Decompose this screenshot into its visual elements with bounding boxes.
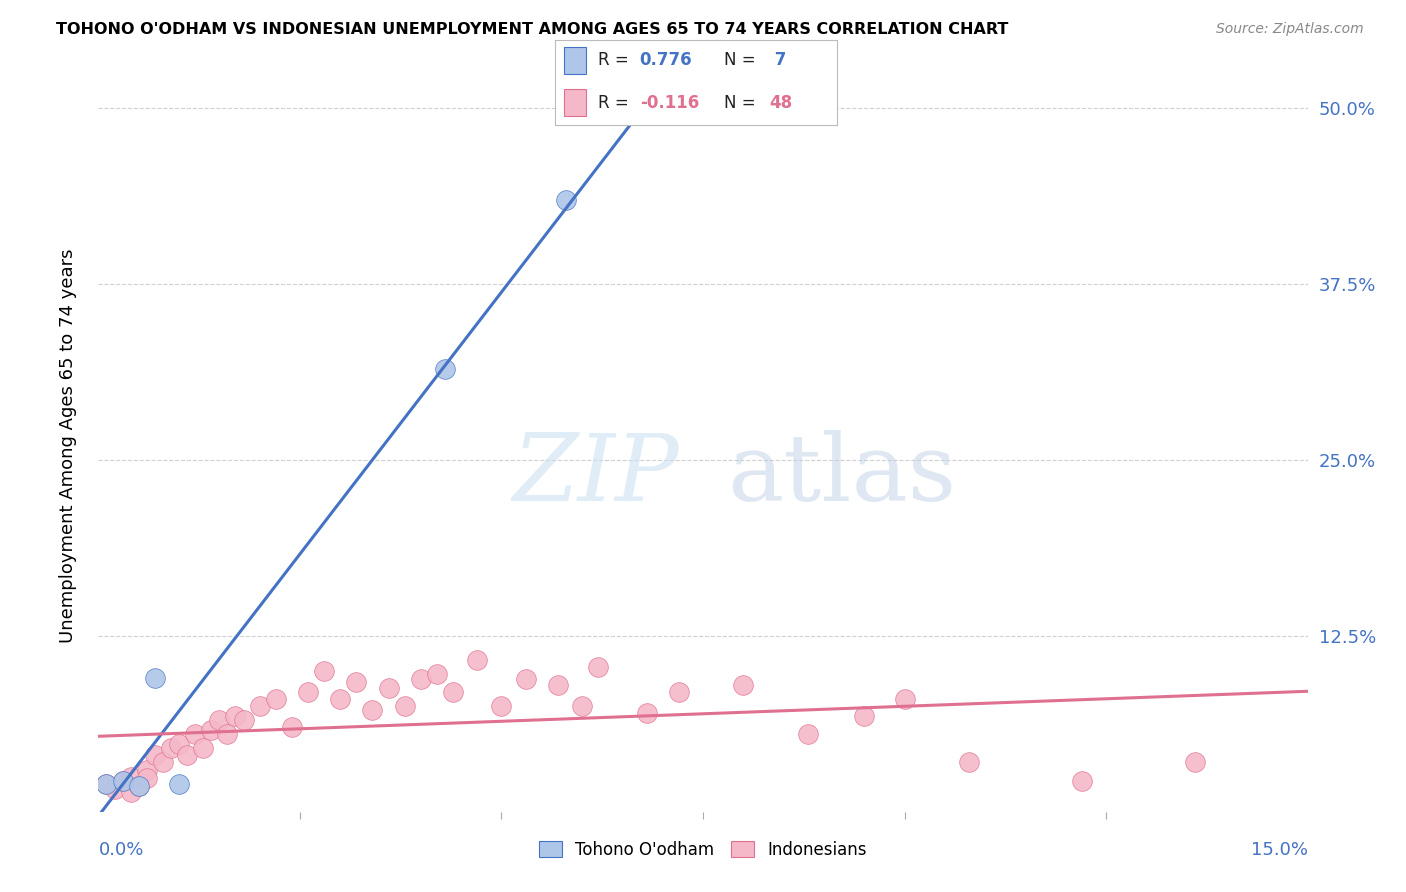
Text: -0.116: -0.116 xyxy=(640,94,699,112)
Point xyxy=(465,653,488,667)
Text: 48: 48 xyxy=(769,94,792,112)
Point xyxy=(409,673,432,687)
Point xyxy=(264,692,287,706)
Point xyxy=(377,681,399,695)
Point xyxy=(893,692,915,706)
Point xyxy=(232,714,254,728)
Point xyxy=(426,666,449,681)
Point xyxy=(297,685,319,699)
Point xyxy=(193,741,215,756)
Point xyxy=(329,692,352,706)
Point xyxy=(96,776,118,790)
Point xyxy=(281,720,304,734)
Point xyxy=(184,727,207,741)
Point xyxy=(733,678,755,692)
Bar xyxy=(564,47,586,74)
Point xyxy=(555,193,578,207)
Point xyxy=(152,756,174,770)
Point xyxy=(217,727,239,741)
Point xyxy=(120,770,142,784)
Point xyxy=(111,773,134,788)
Y-axis label: Unemployment Among Ages 65 to 74 years: Unemployment Among Ages 65 to 74 years xyxy=(59,249,77,643)
Point xyxy=(571,699,593,714)
Point xyxy=(249,699,271,714)
Point xyxy=(434,361,457,376)
Point xyxy=(668,685,690,699)
Point xyxy=(111,773,134,788)
Point xyxy=(208,714,231,728)
Point xyxy=(224,709,246,723)
Point xyxy=(143,748,166,763)
Point xyxy=(143,671,166,685)
Point xyxy=(135,763,157,777)
Legend: Tohono O'odham, Indonesians: Tohono O'odham, Indonesians xyxy=(531,834,875,865)
Point xyxy=(394,699,416,714)
Text: ZIP: ZIP xyxy=(512,430,679,520)
Point xyxy=(128,780,150,794)
Text: N =: N = xyxy=(724,94,761,112)
Point xyxy=(103,782,125,797)
Text: atlas: atlas xyxy=(727,430,956,520)
Text: N =: N = xyxy=(724,52,761,70)
Text: R =: R = xyxy=(598,52,634,70)
Point xyxy=(314,664,336,678)
Text: R =: R = xyxy=(598,94,634,112)
Point xyxy=(167,776,190,790)
Point xyxy=(515,673,537,687)
Point xyxy=(176,748,198,763)
Point xyxy=(797,727,820,741)
Point xyxy=(200,723,222,738)
Point xyxy=(586,660,609,674)
Point xyxy=(344,675,367,690)
Point xyxy=(636,706,658,721)
Point xyxy=(547,678,569,692)
Text: TOHONO O'ODHAM VS INDONESIAN UNEMPLOYMENT AMONG AGES 65 TO 74 YEARS CORRELATION : TOHONO O'ODHAM VS INDONESIAN UNEMPLOYMEN… xyxy=(56,22,1008,37)
Point xyxy=(167,737,190,751)
Text: 0.0%: 0.0% xyxy=(98,841,143,859)
Point xyxy=(1070,773,1092,788)
Text: 15.0%: 15.0% xyxy=(1250,841,1308,859)
Point xyxy=(128,780,150,794)
Point xyxy=(491,699,513,714)
Point xyxy=(957,756,980,770)
Bar xyxy=(564,89,586,116)
Point xyxy=(853,709,876,723)
Text: 0.776: 0.776 xyxy=(640,52,692,70)
Point xyxy=(135,771,157,785)
Text: 7: 7 xyxy=(769,52,786,70)
Point xyxy=(160,741,183,756)
Point xyxy=(1184,756,1206,770)
Text: Source: ZipAtlas.com: Source: ZipAtlas.com xyxy=(1216,22,1364,37)
Point xyxy=(120,785,142,799)
Point xyxy=(441,685,464,699)
Point xyxy=(96,776,118,790)
Point xyxy=(361,703,384,717)
